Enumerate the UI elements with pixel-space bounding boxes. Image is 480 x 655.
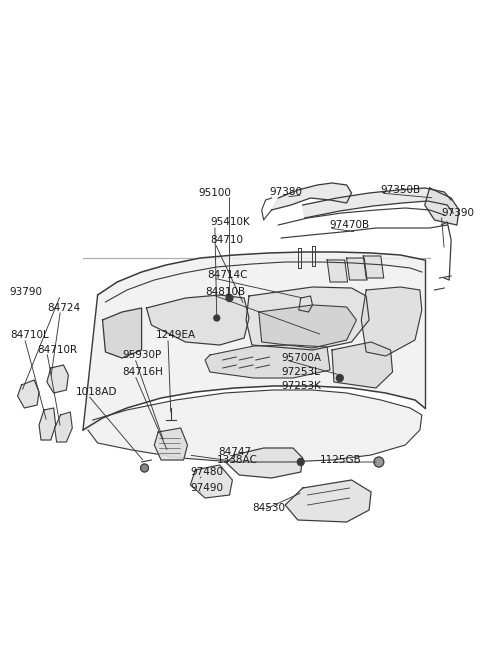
Text: 84810B: 84810B [205,287,245,297]
Text: 84530: 84530 [252,503,285,513]
Text: 84714C: 84714C [207,270,248,280]
Text: 97253L: 97253L [281,367,320,377]
Polygon shape [191,465,232,498]
Text: 84710L: 84710L [10,330,48,340]
Text: 93790: 93790 [10,287,43,297]
Polygon shape [272,183,351,210]
Text: 97390: 97390 [441,208,474,218]
Polygon shape [327,260,348,282]
Polygon shape [347,258,367,280]
Text: 1249EA: 1249EA [156,330,196,340]
Polygon shape [246,287,369,350]
Text: 84710R: 84710R [37,345,77,355]
Text: 97480: 97480 [191,467,223,477]
Polygon shape [361,287,422,356]
Text: 95100: 95100 [198,188,231,198]
Polygon shape [285,480,371,522]
Polygon shape [55,412,72,442]
Polygon shape [205,345,330,378]
Polygon shape [146,295,249,345]
Circle shape [374,457,384,467]
Text: 97380: 97380 [270,187,302,197]
Text: 95930P: 95930P [122,350,161,360]
Text: 95700A: 95700A [281,353,321,363]
Polygon shape [88,390,422,462]
Text: 97470B: 97470B [329,220,369,230]
Text: 1338AC: 1338AC [217,455,258,465]
Text: 97253K: 97253K [281,381,321,391]
Circle shape [226,295,233,301]
Circle shape [141,464,148,472]
Text: 95410K: 95410K [210,217,250,227]
Polygon shape [332,342,393,388]
Text: 1018AD: 1018AD [76,387,118,397]
Polygon shape [425,188,459,225]
Text: 84747: 84747 [218,447,251,457]
Circle shape [214,315,220,321]
Circle shape [297,458,304,466]
Polygon shape [303,188,453,218]
Text: 84710: 84710 [210,235,243,245]
Text: 97350B: 97350B [381,185,421,195]
Polygon shape [103,308,142,358]
Polygon shape [154,428,188,460]
Text: 84716H: 84716H [122,367,163,377]
Polygon shape [227,448,303,478]
Text: 84724: 84724 [47,303,80,313]
Text: 97490: 97490 [191,483,223,493]
Polygon shape [18,380,39,408]
Text: 1125GB: 1125GB [320,455,362,465]
Circle shape [336,375,343,381]
Polygon shape [83,252,425,430]
Polygon shape [39,408,56,440]
Polygon shape [363,256,384,278]
Polygon shape [47,365,68,393]
Polygon shape [259,305,357,348]
